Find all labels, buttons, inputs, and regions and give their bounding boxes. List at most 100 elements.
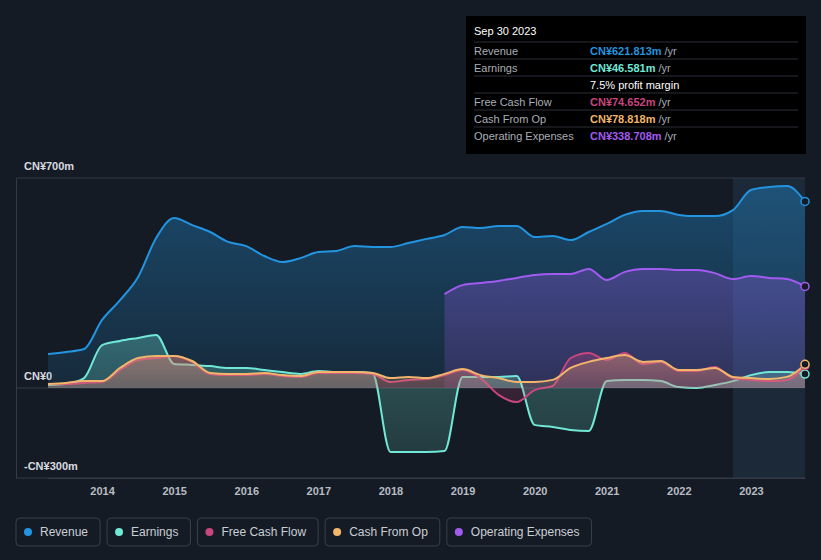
x-tick: 2014 xyxy=(90,478,115,497)
legend-label: Cash From Op xyxy=(349,525,428,539)
tooltip-separator xyxy=(474,93,798,94)
x-tick-label: 2023 xyxy=(739,485,763,497)
tooltip-value-number: CN¥46.581m xyxy=(590,62,656,74)
x-tick-label: 2021 xyxy=(595,485,619,497)
x-tick: 2019 xyxy=(451,478,475,497)
tooltip-value: CN¥621.813m/yr xyxy=(590,45,677,57)
y-axis: -CN¥300m CN¥0 CN¥700m xyxy=(16,160,78,479)
tooltip-separator xyxy=(474,110,798,111)
x-tick: 2015 xyxy=(162,478,186,497)
tooltip-value-number: CN¥338.708m xyxy=(590,130,662,142)
x-tick-label: 2015 xyxy=(162,485,186,497)
grid-line xyxy=(16,178,805,179)
series-1 xyxy=(48,335,805,452)
legend-item[interactable]: Free Cash Flow xyxy=(197,518,318,546)
x-tick: 2023 xyxy=(739,478,763,497)
tooltip-separator xyxy=(474,42,798,43)
legend-item[interactable]: Cash From Op xyxy=(325,518,440,546)
tooltip-separator xyxy=(474,59,798,60)
tooltip-value-unit: /yr xyxy=(658,96,671,108)
legend-swatch xyxy=(205,528,213,536)
end-markers xyxy=(801,197,809,378)
series-0 xyxy=(48,186,805,388)
series-area xyxy=(48,186,805,388)
legend-swatch xyxy=(115,528,123,536)
tooltip-label: Operating Expenses xyxy=(474,130,574,142)
x-tick-label: 2019 xyxy=(451,485,475,497)
tooltip-value-unit: /yr xyxy=(665,130,678,142)
legend-box xyxy=(107,518,190,546)
series-2 xyxy=(48,353,805,402)
tooltip-value: CN¥74.652m/yr xyxy=(590,96,671,108)
legend-box xyxy=(447,518,592,546)
plot-area xyxy=(48,186,805,452)
y-tick: CN¥0 xyxy=(16,370,52,389)
tooltip: Sep 30 2023 Revenue CN¥621.813m/yr Earnings… xyxy=(466,16,806,154)
legend-item[interactable]: Operating Expenses xyxy=(447,518,592,546)
x-tick: 2020 xyxy=(523,478,547,497)
tooltip-value-unit: /yr xyxy=(658,113,671,125)
legend-item[interactable]: Earnings xyxy=(107,518,190,546)
y-tick-label: CN¥0 xyxy=(24,370,52,382)
legend-label: Earnings xyxy=(131,525,178,539)
series-area xyxy=(48,355,805,388)
grid xyxy=(16,178,805,478)
legend-swatch xyxy=(333,528,341,536)
x-tick-label: 2020 xyxy=(523,485,547,497)
tooltip-label: Cash From Op xyxy=(474,113,546,125)
legend-box xyxy=(16,518,100,546)
legend-label: Operating Expenses xyxy=(471,525,580,539)
tooltip-value: CN¥46.581m/yr xyxy=(590,62,671,74)
x-tick: 2021 xyxy=(595,478,619,497)
end-marker xyxy=(801,282,809,290)
tooltip-box xyxy=(466,16,806,154)
series-3 xyxy=(48,355,805,388)
tooltip-value-number: CN¥78.818m xyxy=(590,113,656,125)
series-line xyxy=(48,335,805,452)
legend-label: Revenue xyxy=(40,525,88,539)
legend-swatch xyxy=(24,528,32,536)
tooltip-value-number: CN¥621.813m xyxy=(590,45,662,57)
x-axis-line xyxy=(49,478,806,479)
x-tick-label: 2022 xyxy=(667,485,691,497)
series-area xyxy=(48,335,805,452)
tooltip-label: Earnings xyxy=(474,62,518,74)
y-tick: CN¥700m xyxy=(16,160,74,179)
tooltip-value: CN¥78.818m/yr xyxy=(590,113,671,125)
x-tick: 2022 xyxy=(667,478,691,497)
x-axis: 2014 2015 2016 2017 2018 2019 2020 2021 2022 2023 xyxy=(49,478,806,497)
tooltip-label: Free Cash Flow xyxy=(474,96,552,108)
x-tick: 2017 xyxy=(307,478,331,497)
x-tick-label: 2017 xyxy=(307,485,331,497)
y-tick-label: CN¥700m xyxy=(24,160,74,172)
legend-label: Free Cash Flow xyxy=(221,525,306,539)
x-tick: 2018 xyxy=(379,478,403,497)
tooltip-title: Sep 30 2023 xyxy=(474,25,536,37)
tooltip-value: CN¥338.708m/yr xyxy=(590,130,677,142)
tooltip-value-unit: /yr xyxy=(658,62,671,74)
x-tick-label: 2014 xyxy=(90,485,115,497)
x-tick-label: 2016 xyxy=(235,485,259,497)
y-axis-line xyxy=(16,179,17,479)
end-marker xyxy=(801,370,809,378)
series-line xyxy=(48,353,805,402)
end-marker xyxy=(801,197,809,205)
legend-item[interactable]: Revenue xyxy=(16,518,100,546)
chart: -CN¥300mCN¥0CN¥700m201420152016201720182… xyxy=(0,0,821,560)
tooltip-value-number: CN¥74.652m xyxy=(590,96,656,108)
tooltip-value-unit: /yr xyxy=(665,45,678,57)
tooltip-note: 7.5% profit margin xyxy=(590,79,679,91)
legend-box xyxy=(325,518,440,546)
legend-box xyxy=(197,518,318,546)
y-tick: -CN¥300m xyxy=(16,460,78,479)
tooltip-separator xyxy=(474,127,798,128)
tooltip-separator xyxy=(474,76,798,77)
tooltip-label: Revenue xyxy=(474,45,518,57)
series-line xyxy=(48,355,805,384)
x-tick: 2016 xyxy=(235,478,259,497)
legend-swatch xyxy=(455,528,463,536)
legend: Revenue Earnings Free Cash Flow Cash From O… xyxy=(16,518,592,546)
series-line xyxy=(445,269,805,294)
background xyxy=(0,0,821,560)
series-area xyxy=(48,353,805,402)
